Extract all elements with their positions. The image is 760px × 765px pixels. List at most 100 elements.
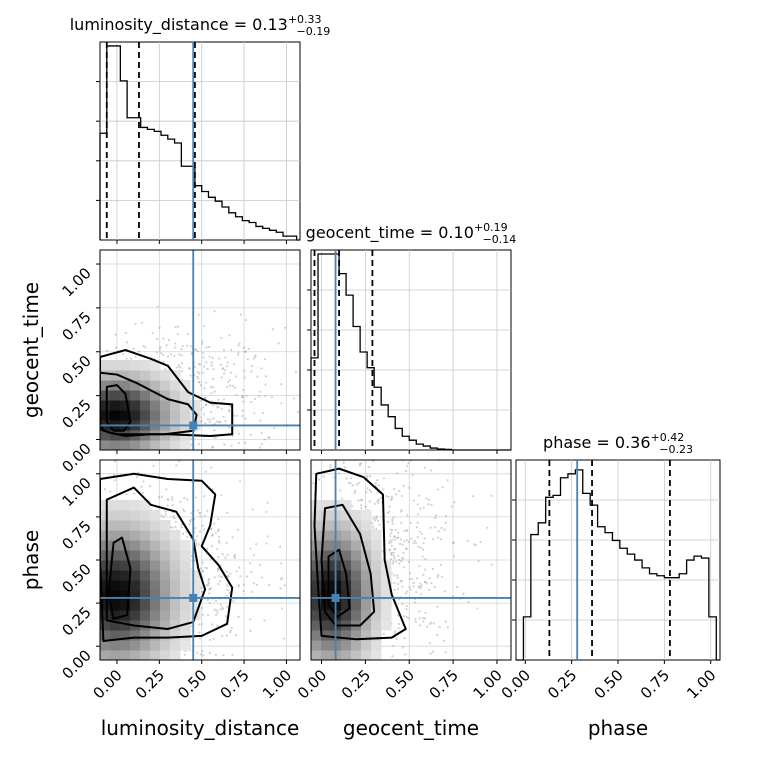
scatter-point [455, 585, 459, 589]
scatter-point [392, 516, 395, 519]
density-cell [180, 400, 191, 411]
density-cell [110, 550, 121, 561]
scatter-point [163, 368, 167, 371]
scatter-point [247, 347, 250, 351]
density-cell [100, 510, 111, 521]
scatter-point [238, 342, 241, 345]
density-cell [321, 510, 332, 521]
scatter-point [63, 691, 65, 693]
scatter-point [411, 473, 414, 476]
scatter-point [205, 381, 208, 384]
scatter-point [86, 599, 88, 601]
scatter-point [172, 515, 175, 518]
scatter-point [109, 490, 112, 493]
density-cell [100, 610, 111, 621]
hist-panel-geocent_time [307, 249, 512, 454]
scatter-point [280, 562, 283, 565]
scatter-point [416, 513, 419, 516]
density-cell [341, 630, 352, 641]
y-tick-label: 1.00 [58, 264, 94, 300]
scatter-point [397, 582, 400, 586]
scatter-point [151, 331, 154, 335]
scatter-point [396, 472, 399, 475]
density-cell [120, 620, 131, 631]
scatter-point [234, 375, 237, 378]
density-cell [351, 560, 362, 571]
scatter-point [96, 348, 98, 350]
scatter-point [194, 430, 197, 433]
density-cell [361, 640, 372, 651]
density-cell [180, 630, 191, 641]
scatter-point [229, 572, 232, 575]
scatter-point [89, 374, 91, 376]
scatter-point [52, 573, 54, 575]
scatter-point [90, 538, 92, 540]
scatter-point [69, 402, 71, 404]
scatter-point [401, 646, 404, 649]
scatter-point [405, 464, 409, 467]
scatter-point [277, 342, 280, 345]
scatter-point [157, 496, 161, 499]
density-cell [150, 410, 161, 421]
scatter-point [210, 527, 213, 531]
scatter-point [87, 542, 89, 544]
scatter-point [401, 585, 404, 588]
scatter-point [358, 464, 361, 467]
scatter-point [226, 570, 229, 573]
panel-2d-geocent_time-phase [305, 459, 512, 666]
scatter-point [168, 677, 170, 679]
scatter-point [390, 544, 393, 547]
scatter-point [404, 592, 407, 595]
scatter-point [412, 541, 415, 545]
density-cell [100, 430, 111, 441]
scatter-point [220, 407, 223, 410]
density-cell [170, 410, 181, 421]
scatter-point [409, 588, 412, 591]
scatter-point [226, 386, 229, 389]
scatter-point [360, 504, 363, 507]
scatter-point [453, 501, 456, 504]
scatter-point [211, 356, 214, 360]
density-cell [120, 400, 131, 411]
density-cell [150, 380, 161, 391]
scatter-point [408, 572, 412, 575]
scatter-point [305, 593, 307, 595]
scatter-point [325, 664, 327, 666]
scatter-point [390, 553, 393, 557]
scatter-point [114, 478, 117, 482]
density-cell [120, 510, 131, 521]
scatter-point [250, 370, 253, 373]
scatter-point [396, 588, 400, 591]
scatter-point [198, 372, 201, 375]
scatter-point [375, 515, 378, 518]
scatter-point [415, 591, 418, 594]
scatter-point [392, 554, 396, 557]
scatter-point [114, 333, 117, 336]
scatter-point [141, 491, 145, 494]
panel-2d-luminosity_distance-phase [52, 455, 301, 693]
scatter-point [216, 611, 219, 614]
scatter-point [222, 654, 225, 657]
density-cell [351, 610, 362, 621]
scatter-point [94, 559, 96, 561]
density-cell [130, 590, 141, 601]
density-cell [311, 580, 322, 591]
density-cell [361, 530, 372, 541]
scatter-point [243, 583, 246, 586]
scatter-point [124, 672, 126, 674]
scatter-point [136, 471, 140, 474]
scatter-point [177, 455, 179, 457]
density-cell [361, 560, 372, 571]
scatter-point [329, 466, 332, 469]
scatter-point [200, 399, 203, 402]
density-cell [130, 360, 141, 371]
scatter-point [167, 498, 170, 501]
scatter-point [258, 446, 261, 449]
scatter-point [256, 375, 259, 378]
scatter-point [242, 396, 245, 399]
scatter-point [167, 338, 171, 342]
scatter-point [199, 515, 202, 518]
density-cell [150, 630, 161, 641]
scatter-point [58, 396, 60, 398]
density-cell [130, 580, 141, 591]
